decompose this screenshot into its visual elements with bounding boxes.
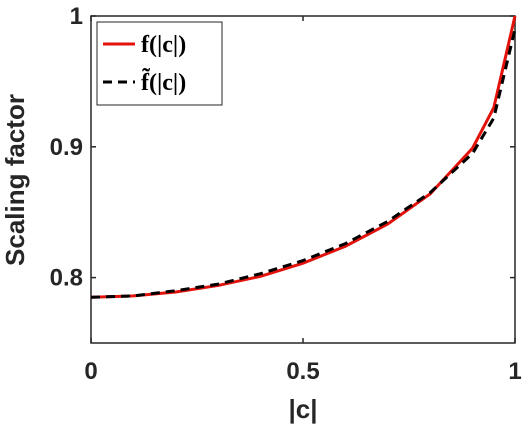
y-tick-label: 0.9 xyxy=(50,134,83,161)
legend-label: f(|c|) xyxy=(141,32,186,58)
y-tick-label: 1 xyxy=(70,3,83,30)
legend-label: f̃(|c|) xyxy=(141,69,186,96)
x-tick-label: 0.5 xyxy=(286,358,319,385)
line xyxy=(90,28,517,299)
x-tick-label: 0 xyxy=(84,358,97,385)
x-axis-label: |c| xyxy=(288,394,317,424)
y-tick-label: 0.8 xyxy=(50,265,83,292)
legend-box xyxy=(96,21,223,106)
y-axis-label: Scaling factor xyxy=(0,94,30,266)
x-tick-label: 1 xyxy=(508,358,521,385)
